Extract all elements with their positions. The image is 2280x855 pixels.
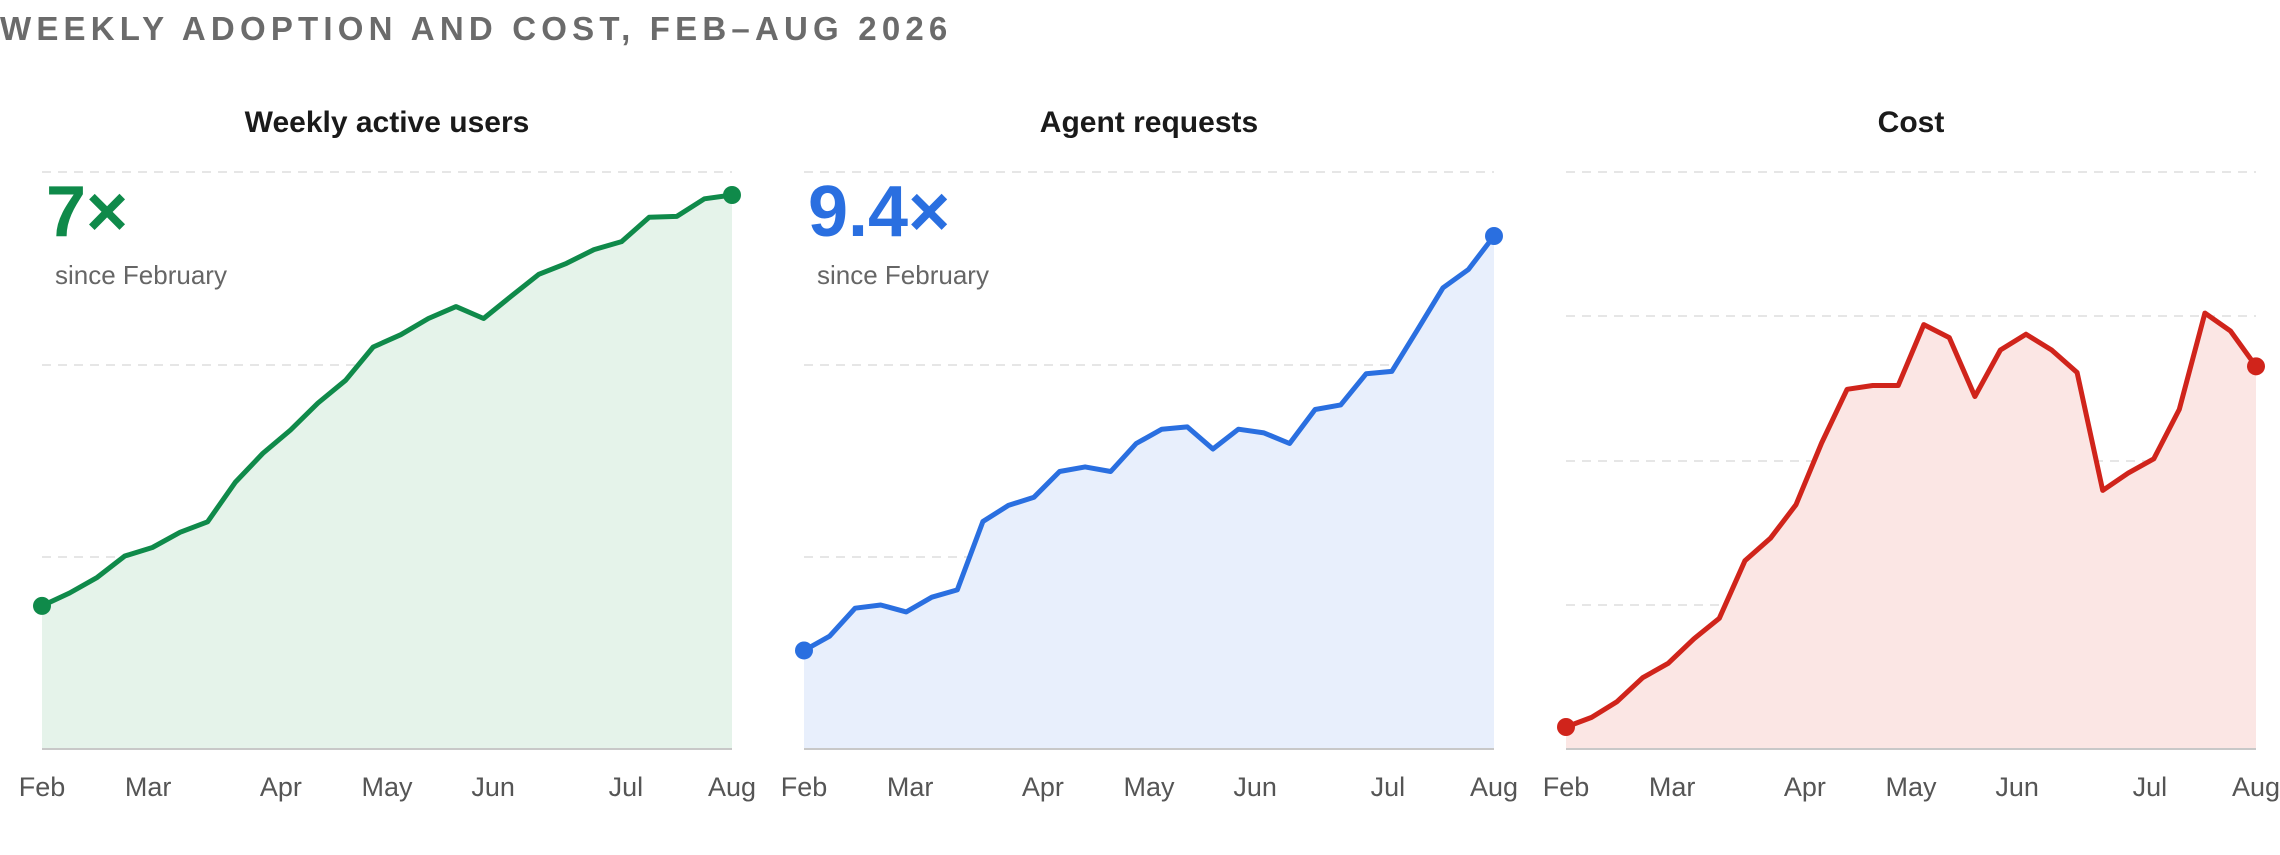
end-point <box>1485 227 1503 245</box>
x-tick-label: May <box>1885 772 1937 802</box>
figure-title: WEEKLY ADOPTION AND COST, FEB–AUG 2026 <box>0 10 953 47</box>
growth-multiplier: 9.4× <box>808 172 950 252</box>
end-point <box>723 186 741 204</box>
x-tick-label: May <box>1123 772 1175 802</box>
x-tick-label: Jul <box>1371 772 1406 802</box>
panel-title: Weekly active users <box>245 106 530 139</box>
x-tick-label: Aug <box>708 772 756 802</box>
chart-panel-2: Agent requests Feb Mar Apr May Jun Jul Aug 9.4× s… <box>781 106 1518 802</box>
x-tick-label: Feb <box>1543 772 1590 802</box>
x-tick-label: Mar <box>887 772 934 802</box>
end-point <box>2247 357 2265 376</box>
start-point <box>33 596 51 615</box>
series-line <box>801 233 1497 653</box>
x-tick-label: Jul <box>609 772 644 802</box>
x-tick-label: May <box>361 772 413 802</box>
growth-caption: since February <box>817 260 989 290</box>
chart-panel-3: Cost Feb Mar Apr May Jun Jul Aug <box>1543 106 2280 802</box>
growth-caption: since February <box>55 260 227 290</box>
growth-multiplier: 7× <box>46 172 128 252</box>
start-point <box>795 641 813 660</box>
series-area <box>1566 313 2256 749</box>
panel-title: Agent requests <box>1040 106 1258 139</box>
x-tick-label: Apr <box>1022 772 1064 802</box>
x-tick-label: Feb <box>19 772 66 802</box>
x-tick-label: Jun <box>471 772 515 802</box>
x-tick-label: Apr <box>1784 772 1826 802</box>
x-tick-label: Jul <box>2133 772 2168 802</box>
start-point <box>1557 718 1575 736</box>
x-tick-label: Feb <box>781 772 828 802</box>
x-tick-label: Mar <box>1649 772 1696 802</box>
x-tick-label: Aug <box>1470 772 1518 802</box>
panel-title: Cost <box>1878 106 1945 139</box>
x-tick-label: Aug <box>2232 772 2280 802</box>
series-line <box>39 192 735 609</box>
series-area <box>804 236 1494 749</box>
series-area <box>42 195 732 749</box>
x-tick-label: Apr <box>260 772 302 802</box>
x-tick-label: Mar <box>125 772 172 802</box>
chart-panel-1: Weekly active users Feb Mar Apr May Jun Jul Aug… <box>19 106 756 802</box>
x-tick-label: Jun <box>1233 772 1277 802</box>
series-line <box>1563 310 2259 730</box>
x-tick-label: Jun <box>1995 772 2039 802</box>
